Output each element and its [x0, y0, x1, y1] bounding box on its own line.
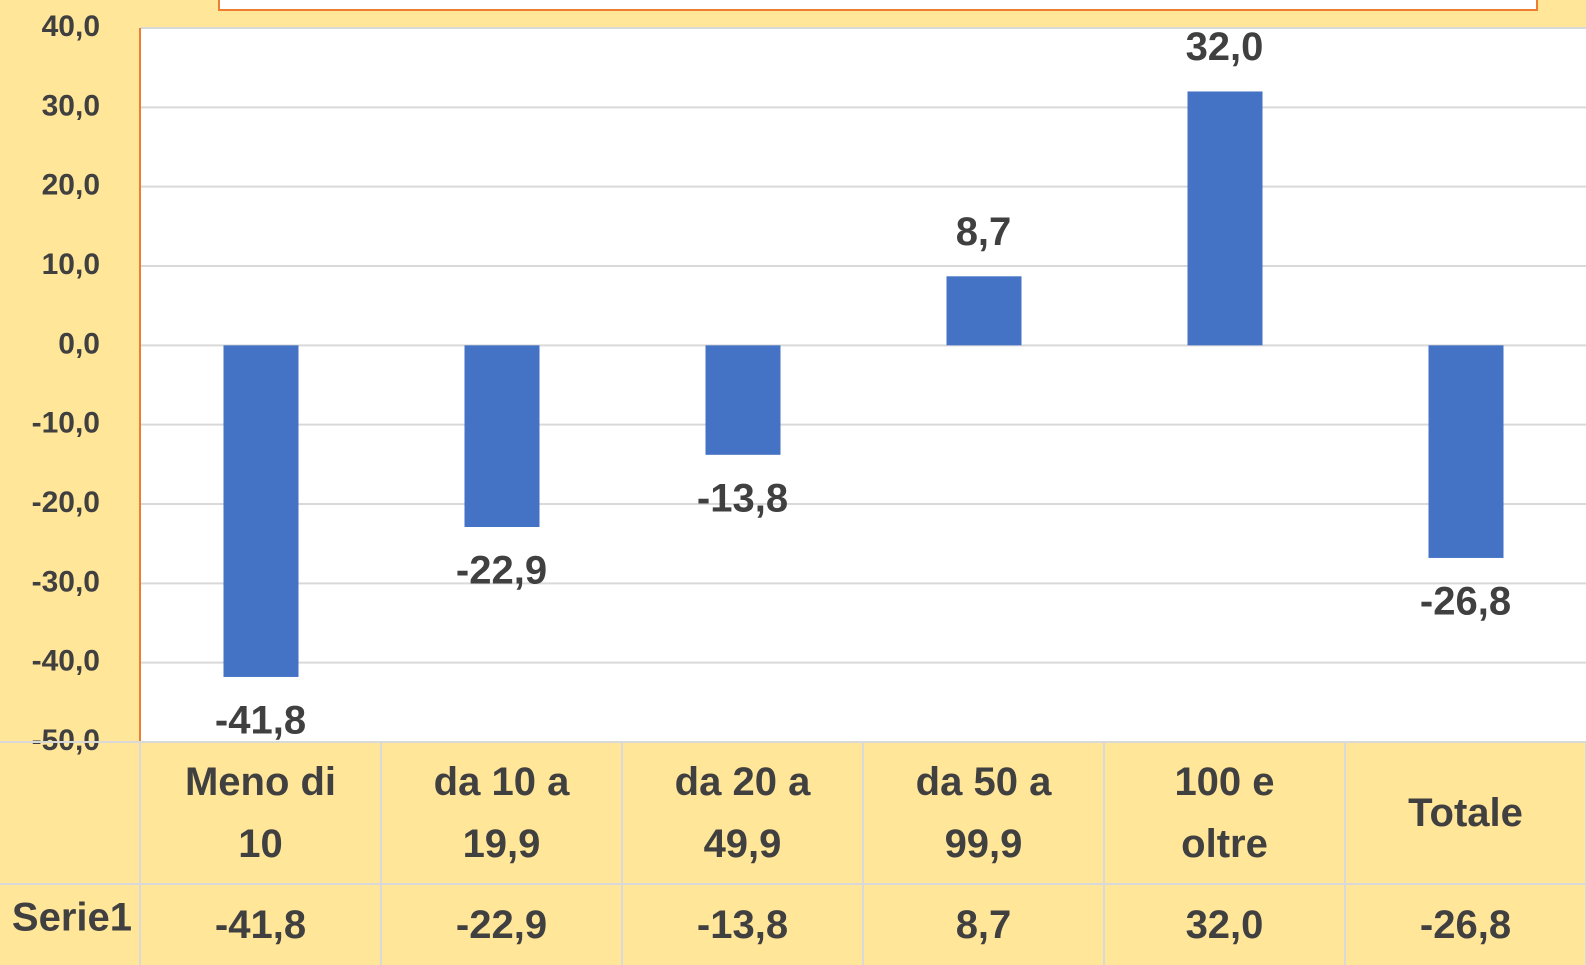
bar — [705, 345, 781, 455]
cell-text: -13,8 — [696, 902, 789, 947]
y-tick-label: 0,0 — [58, 327, 100, 360]
data-label: -22,9 — [456, 549, 547, 593]
cell-text: 100 e oltre — [1174, 760, 1275, 866]
y-tick-label: 40,0 — [42, 10, 100, 43]
cell-text: -22,9 — [455, 902, 548, 947]
x-tick-label: Meno di 10 — [165, 742, 356, 884]
bar — [223, 345, 299, 677]
table-value: -22,9 — [381, 884, 622, 965]
y-tick-label: 20,0 — [42, 169, 100, 202]
x-tick-label: da 50 a 99,9 — [888, 742, 1079, 884]
cell-text: 8,7 — [955, 902, 1012, 947]
cell-text: Totale — [1408, 791, 1523, 835]
x-tick-label: 100 e oltre — [1129, 742, 1320, 884]
data-label: -41,8 — [215, 699, 306, 743]
y-tick-label: -50,0 — [32, 724, 100, 757]
table-value: -26,8 — [1345, 884, 1586, 965]
cell-text: da 50 a 99,9 — [915, 760, 1052, 866]
bar — [464, 345, 540, 528]
y-tick-label: 10,0 — [42, 248, 100, 281]
bar — [1428, 345, 1504, 558]
cell-text: da 20 a 49,9 — [674, 760, 811, 866]
data-label: 8,7 — [956, 210, 1012, 254]
cell-text: da 10 a 19,9 — [433, 760, 570, 866]
plot-area — [140, 28, 1586, 742]
data-label: 32,0 — [1186, 25, 1264, 69]
x-tick-label: da 10 a 19,9 — [406, 742, 597, 884]
title-box — [218, 0, 1538, 11]
x-tick-label: Totale — [1370, 742, 1561, 884]
x-tick-label: da 20 a 49,9 — [647, 742, 838, 884]
y-tick-label: -10,0 — [32, 407, 100, 440]
y-tick-label: -30,0 — [32, 565, 100, 598]
table-value: 32,0 — [1104, 884, 1345, 965]
legend-label: Serie1 — [12, 896, 132, 940]
cell-text: -41,8 — [214, 902, 307, 947]
data-label: -13,8 — [697, 476, 788, 520]
table-value: -13,8 — [622, 884, 863, 965]
cell-text: -26,8 — [1419, 902, 1512, 947]
data-label: -26,8 — [1420, 580, 1511, 624]
table-value: 8,7 — [863, 884, 1104, 965]
y-tick-label: 30,0 — [42, 89, 100, 122]
bar — [946, 276, 1022, 346]
bar — [1187, 91, 1263, 346]
table-value: -41,8 — [140, 884, 381, 965]
cell-text: 32,0 — [1185, 902, 1264, 947]
y-tick-label: -40,0 — [32, 645, 100, 678]
y-tick-label: -20,0 — [32, 486, 100, 519]
cell-text: Meno di 10 — [184, 760, 337, 866]
